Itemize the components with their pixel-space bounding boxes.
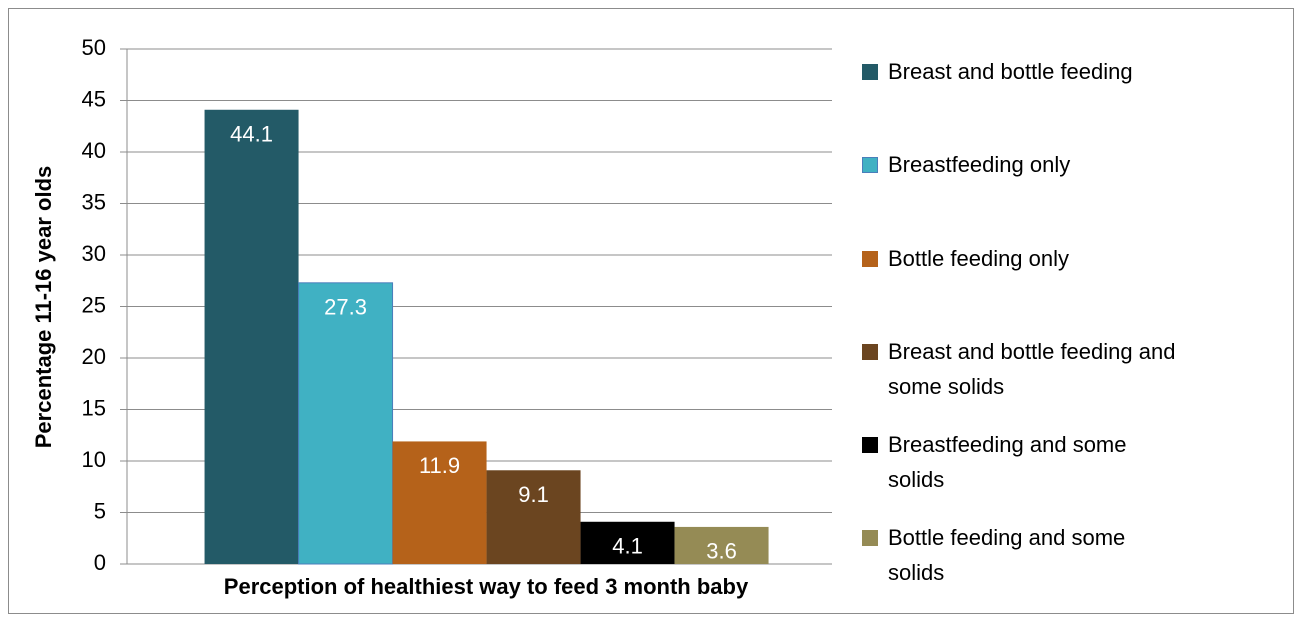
legend-label: Breast and bottle feeding <box>888 59 1133 84</box>
data-label: 4.1 <box>612 534 643 559</box>
y-tick-label: 20 <box>82 344 106 369</box>
legend-label: Breastfeeding and some solids <box>888 432 1127 492</box>
y-tick-label: 10 <box>82 447 106 472</box>
y-tick-label: 15 <box>82 395 106 420</box>
legend-swatch <box>862 64 878 80</box>
data-label: 3.6 <box>706 539 737 564</box>
y-tick-label: 25 <box>82 292 106 317</box>
bar <box>674 526 769 564</box>
legend-label: Bottle feeding only <box>888 246 1070 271</box>
legend-swatch <box>862 530 878 546</box>
y-tick-label: 30 <box>82 241 106 266</box>
chart-border <box>8 8 1294 614</box>
x-axis-title: Perception of healthiest way to feed 3 m… <box>224 574 749 599</box>
bar <box>486 470 581 564</box>
legend-label: Breastfeeding only <box>888 152 1071 177</box>
data-label: 27.3 <box>324 295 367 320</box>
legend-item: Bottle feeding only <box>862 241 1288 276</box>
data-label: 9.1 <box>518 482 549 507</box>
y-tick-label: 50 <box>82 35 106 60</box>
bar <box>580 521 675 564</box>
y-tick-label: 0 <box>94 550 106 575</box>
legend-item: Breastfeeding only <box>862 147 1288 182</box>
legend-item: Breast and bottle feeding and some solid… <box>862 334 1218 404</box>
data-label: 44.1 <box>230 122 273 147</box>
y-tick-label: 40 <box>82 138 106 163</box>
bar <box>298 282 394 565</box>
legend-item: Breastfeeding and some solids <box>862 427 1148 497</box>
bar <box>204 109 299 565</box>
y-tick-label: 45 <box>82 86 106 111</box>
legend-label: Breast and bottle feeding and some solid… <box>888 339 1176 399</box>
data-label: 11.9 <box>419 453 460 478</box>
y-tick-label: 35 <box>82 189 106 214</box>
bar <box>392 441 487 564</box>
y-tick-label: 5 <box>94 498 106 523</box>
legend-item: Bottle feeding and some solids <box>862 520 1148 590</box>
legend-label: Bottle feeding and some solids <box>888 525 1126 585</box>
legend-swatch <box>862 251 878 267</box>
legend-swatch <box>862 344 878 360</box>
legend-swatch <box>862 437 878 453</box>
y-axis-title: Percentage 11-16 year olds <box>31 166 56 449</box>
legend-swatch <box>862 157 878 173</box>
legend-item: Breast and bottle feeding <box>862 54 1288 89</box>
